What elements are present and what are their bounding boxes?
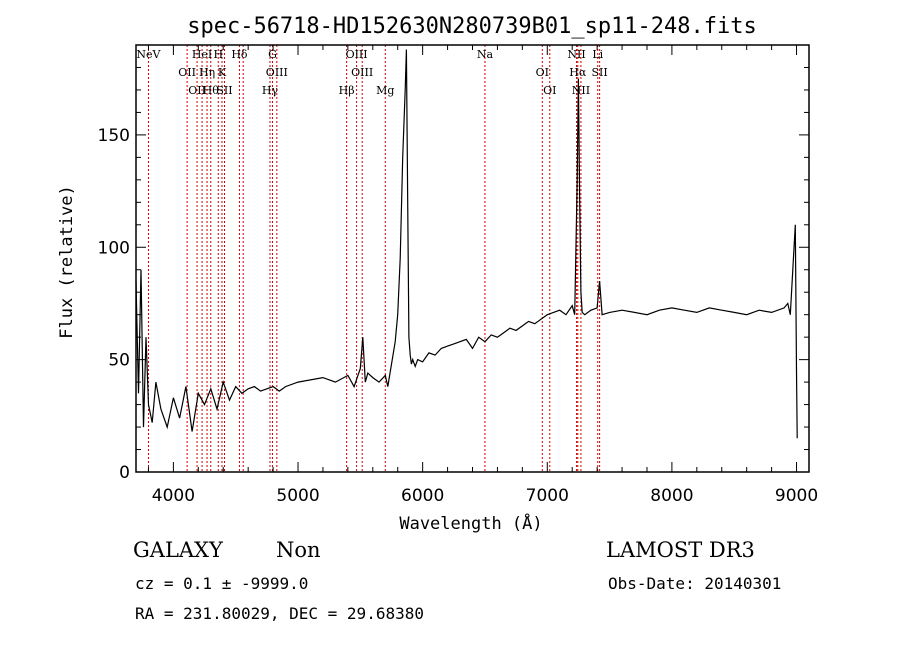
line-marker-label: OI [536, 66, 549, 79]
line-marker-label: OIII [266, 66, 288, 79]
survey-name: LAMOST DR3 [606, 538, 755, 562]
redshift-line: cz = 0.1 ± -9999.0 [135, 574, 309, 593]
line-marker-label: SII [216, 84, 232, 97]
line-marker-label: G [268, 48, 277, 61]
chart-title: spec-56718-HD152630N280739B01_sp11-248.f… [187, 14, 757, 39]
line-marker-label: Hη [199, 66, 215, 79]
plot-frame [135, 44, 810, 473]
y-tick-label: 100 [98, 238, 130, 258]
line-marker-label: SII [592, 66, 608, 79]
line-marker-label: OII [188, 84, 206, 97]
object-subclass: Non [276, 538, 321, 562]
object-class: GALAXY [133, 538, 223, 562]
line-marker-label: HeI [192, 48, 212, 61]
line-markers [147, 45, 601, 472]
line-marker-label: OIII [346, 48, 368, 61]
x-axis-label: Wavelength (Å) [399, 512, 542, 534]
y-tick-label: 150 [98, 126, 130, 146]
x-tick-label: 7000 [526, 486, 569, 506]
y-axis: 0 50 100 150 [98, 66, 809, 483]
line-marker-label: Li [592, 48, 603, 61]
x-tick-label: 5000 [276, 486, 319, 506]
x-axis: 4000 5000 6000 7000 8000 9000 [147, 45, 818, 506]
line-marker-labels: NeV OII OII HeI Hη Hθ HK SII Hδ Hγ G OIII Hβ OIII OIII… [136, 48, 607, 97]
coordinates: RA = 231.80029, DEC = 29.68380 [135, 604, 424, 623]
line-marker-label: Hβ [339, 84, 355, 97]
line-marker-label: Na [477, 48, 494, 61]
y-tick-label: 50 [108, 351, 130, 371]
y-tick-label: 0 [119, 463, 130, 483]
x-tick-label: 8000 [650, 486, 693, 506]
line-marker-label: Hγ [262, 84, 279, 97]
obs-date: Obs-Date: 20140301 [608, 574, 782, 593]
line-marker-label: H [213, 48, 223, 61]
line-marker-label: Hα [569, 66, 587, 79]
y-axis-label: Flux (relative) [57, 185, 77, 339]
line-marker-label: NII [567, 48, 585, 61]
line-marker-label: OI [543, 84, 556, 97]
line-marker-label: OIII [351, 66, 373, 79]
line-marker-label: NII [572, 84, 590, 97]
line-marker-label: OII [178, 66, 196, 79]
x-tick-label: 4000 [152, 486, 195, 506]
line-marker-label: Hδ [231, 48, 248, 61]
line-marker-label: Mg [376, 84, 394, 97]
line-marker-label: K [218, 66, 227, 79]
x-tick-label: 6000 [401, 486, 444, 506]
x-tick-label: 9000 [775, 486, 818, 506]
spectrum-line [135, 49, 798, 439]
line-marker-label: NeV [136, 48, 161, 61]
line-marker-label: Hθ [203, 84, 220, 97]
